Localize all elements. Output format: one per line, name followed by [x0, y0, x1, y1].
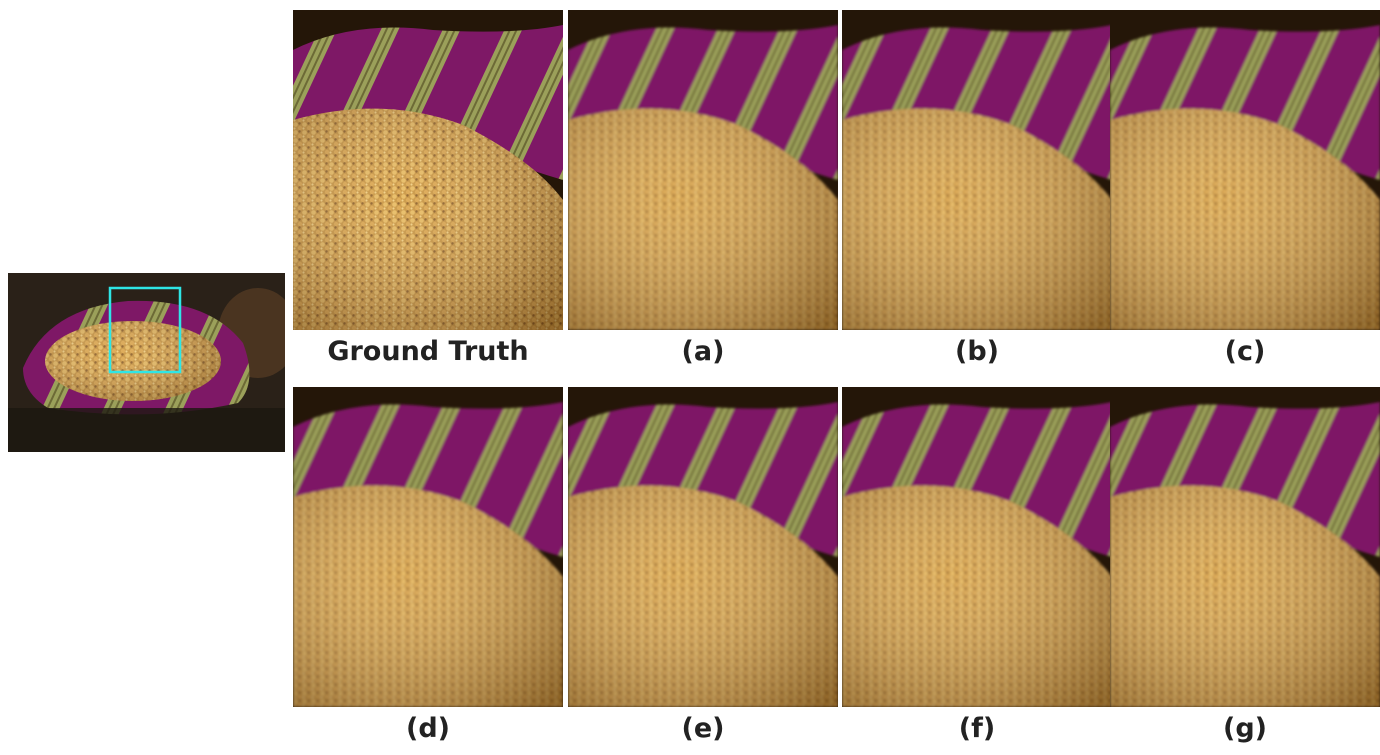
panel-label: (f) — [842, 713, 1112, 744]
result-image — [842, 10, 1112, 330]
panel-label: (g) — [1110, 713, 1380, 744]
panel-label: (a) — [568, 336, 838, 367]
result-image — [1110, 387, 1380, 707]
panel-label: Ground Truth — [293, 336, 563, 367]
panel-label: (d) — [293, 713, 563, 744]
overview-image — [8, 273, 285, 452]
result-image — [842, 387, 1112, 707]
result-image — [293, 10, 563, 330]
figure: {"panels": ["Ground Truth", "(a)", "(b)"… — [0, 0, 1380, 755]
panel-label: (c) — [1110, 336, 1380, 367]
panel-label: (e) — [568, 713, 838, 744]
result-image — [568, 10, 838, 330]
panel-label: (b) — [842, 336, 1112, 367]
result-image — [1110, 10, 1380, 330]
result-image — [568, 387, 838, 707]
result-image — [293, 387, 563, 707]
